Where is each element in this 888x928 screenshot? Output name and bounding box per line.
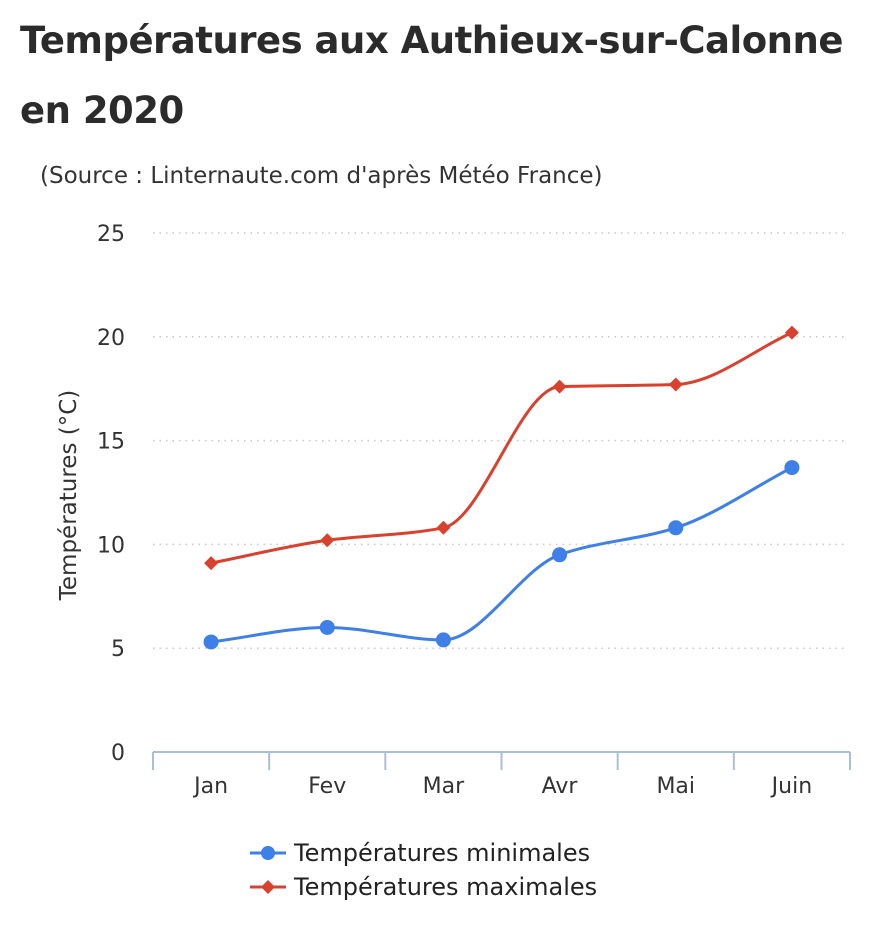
legend-swatch-min xyxy=(250,846,286,860)
x-tick-label: Fev xyxy=(308,774,346,799)
chart-subtitle: (Source : Linternaute.com d'après Météo … xyxy=(40,163,603,189)
x-tick-label: Jan xyxy=(192,774,228,799)
data-point-max xyxy=(320,533,335,548)
legend: Températures minimales Températures maxi… xyxy=(250,836,597,904)
series-line-min xyxy=(210,466,793,644)
y-tick-label: 25 xyxy=(97,222,125,247)
x-tick-label: Juin xyxy=(770,774,813,799)
y-tick-label: 20 xyxy=(97,326,125,351)
series-markers xyxy=(203,325,800,650)
x-tick-label: Mai xyxy=(656,774,695,799)
data-point-min xyxy=(203,634,219,650)
data-point-max xyxy=(204,556,219,571)
series-line-max xyxy=(210,331,793,565)
data-point-min xyxy=(668,520,684,536)
y-axis-label: Températures (°C) xyxy=(56,390,82,602)
y-tick-label: 0 xyxy=(111,741,125,766)
x-axis-ticks: Jan Fev Mar Avr Mai Juin xyxy=(192,774,812,799)
chart-title: Températures aux Authieux-sur-Calonne en… xyxy=(20,19,843,132)
data-point-max xyxy=(436,520,451,535)
x-axis xyxy=(152,751,851,770)
data-point-min xyxy=(435,632,451,648)
grid-lines xyxy=(153,232,844,649)
legend-label-min: Températures minimales xyxy=(294,839,591,867)
data-point-max xyxy=(552,379,567,394)
legend-swatch-max xyxy=(250,880,286,894)
x-tick-label: Mar xyxy=(423,774,465,799)
y-tick-label: 5 xyxy=(111,637,125,662)
y-tick-label: 15 xyxy=(97,430,125,455)
data-point-min xyxy=(552,547,568,563)
y-axis-ticks: 0 5 10 15 20 25 xyxy=(97,222,125,766)
y-tick-label: 10 xyxy=(97,533,125,558)
data-point-min xyxy=(319,619,335,635)
x-tick-label: Avr xyxy=(542,774,579,799)
legend-item-min[interactable]: Températures minimales xyxy=(250,836,597,870)
series-lines xyxy=(210,331,793,644)
legend-item-max[interactable]: Températures maximales xyxy=(250,870,597,904)
legend-label-max: Températures maximales xyxy=(294,873,598,901)
data-point-min xyxy=(784,460,800,476)
data-point-max xyxy=(668,377,683,392)
data-point-max xyxy=(784,325,799,340)
